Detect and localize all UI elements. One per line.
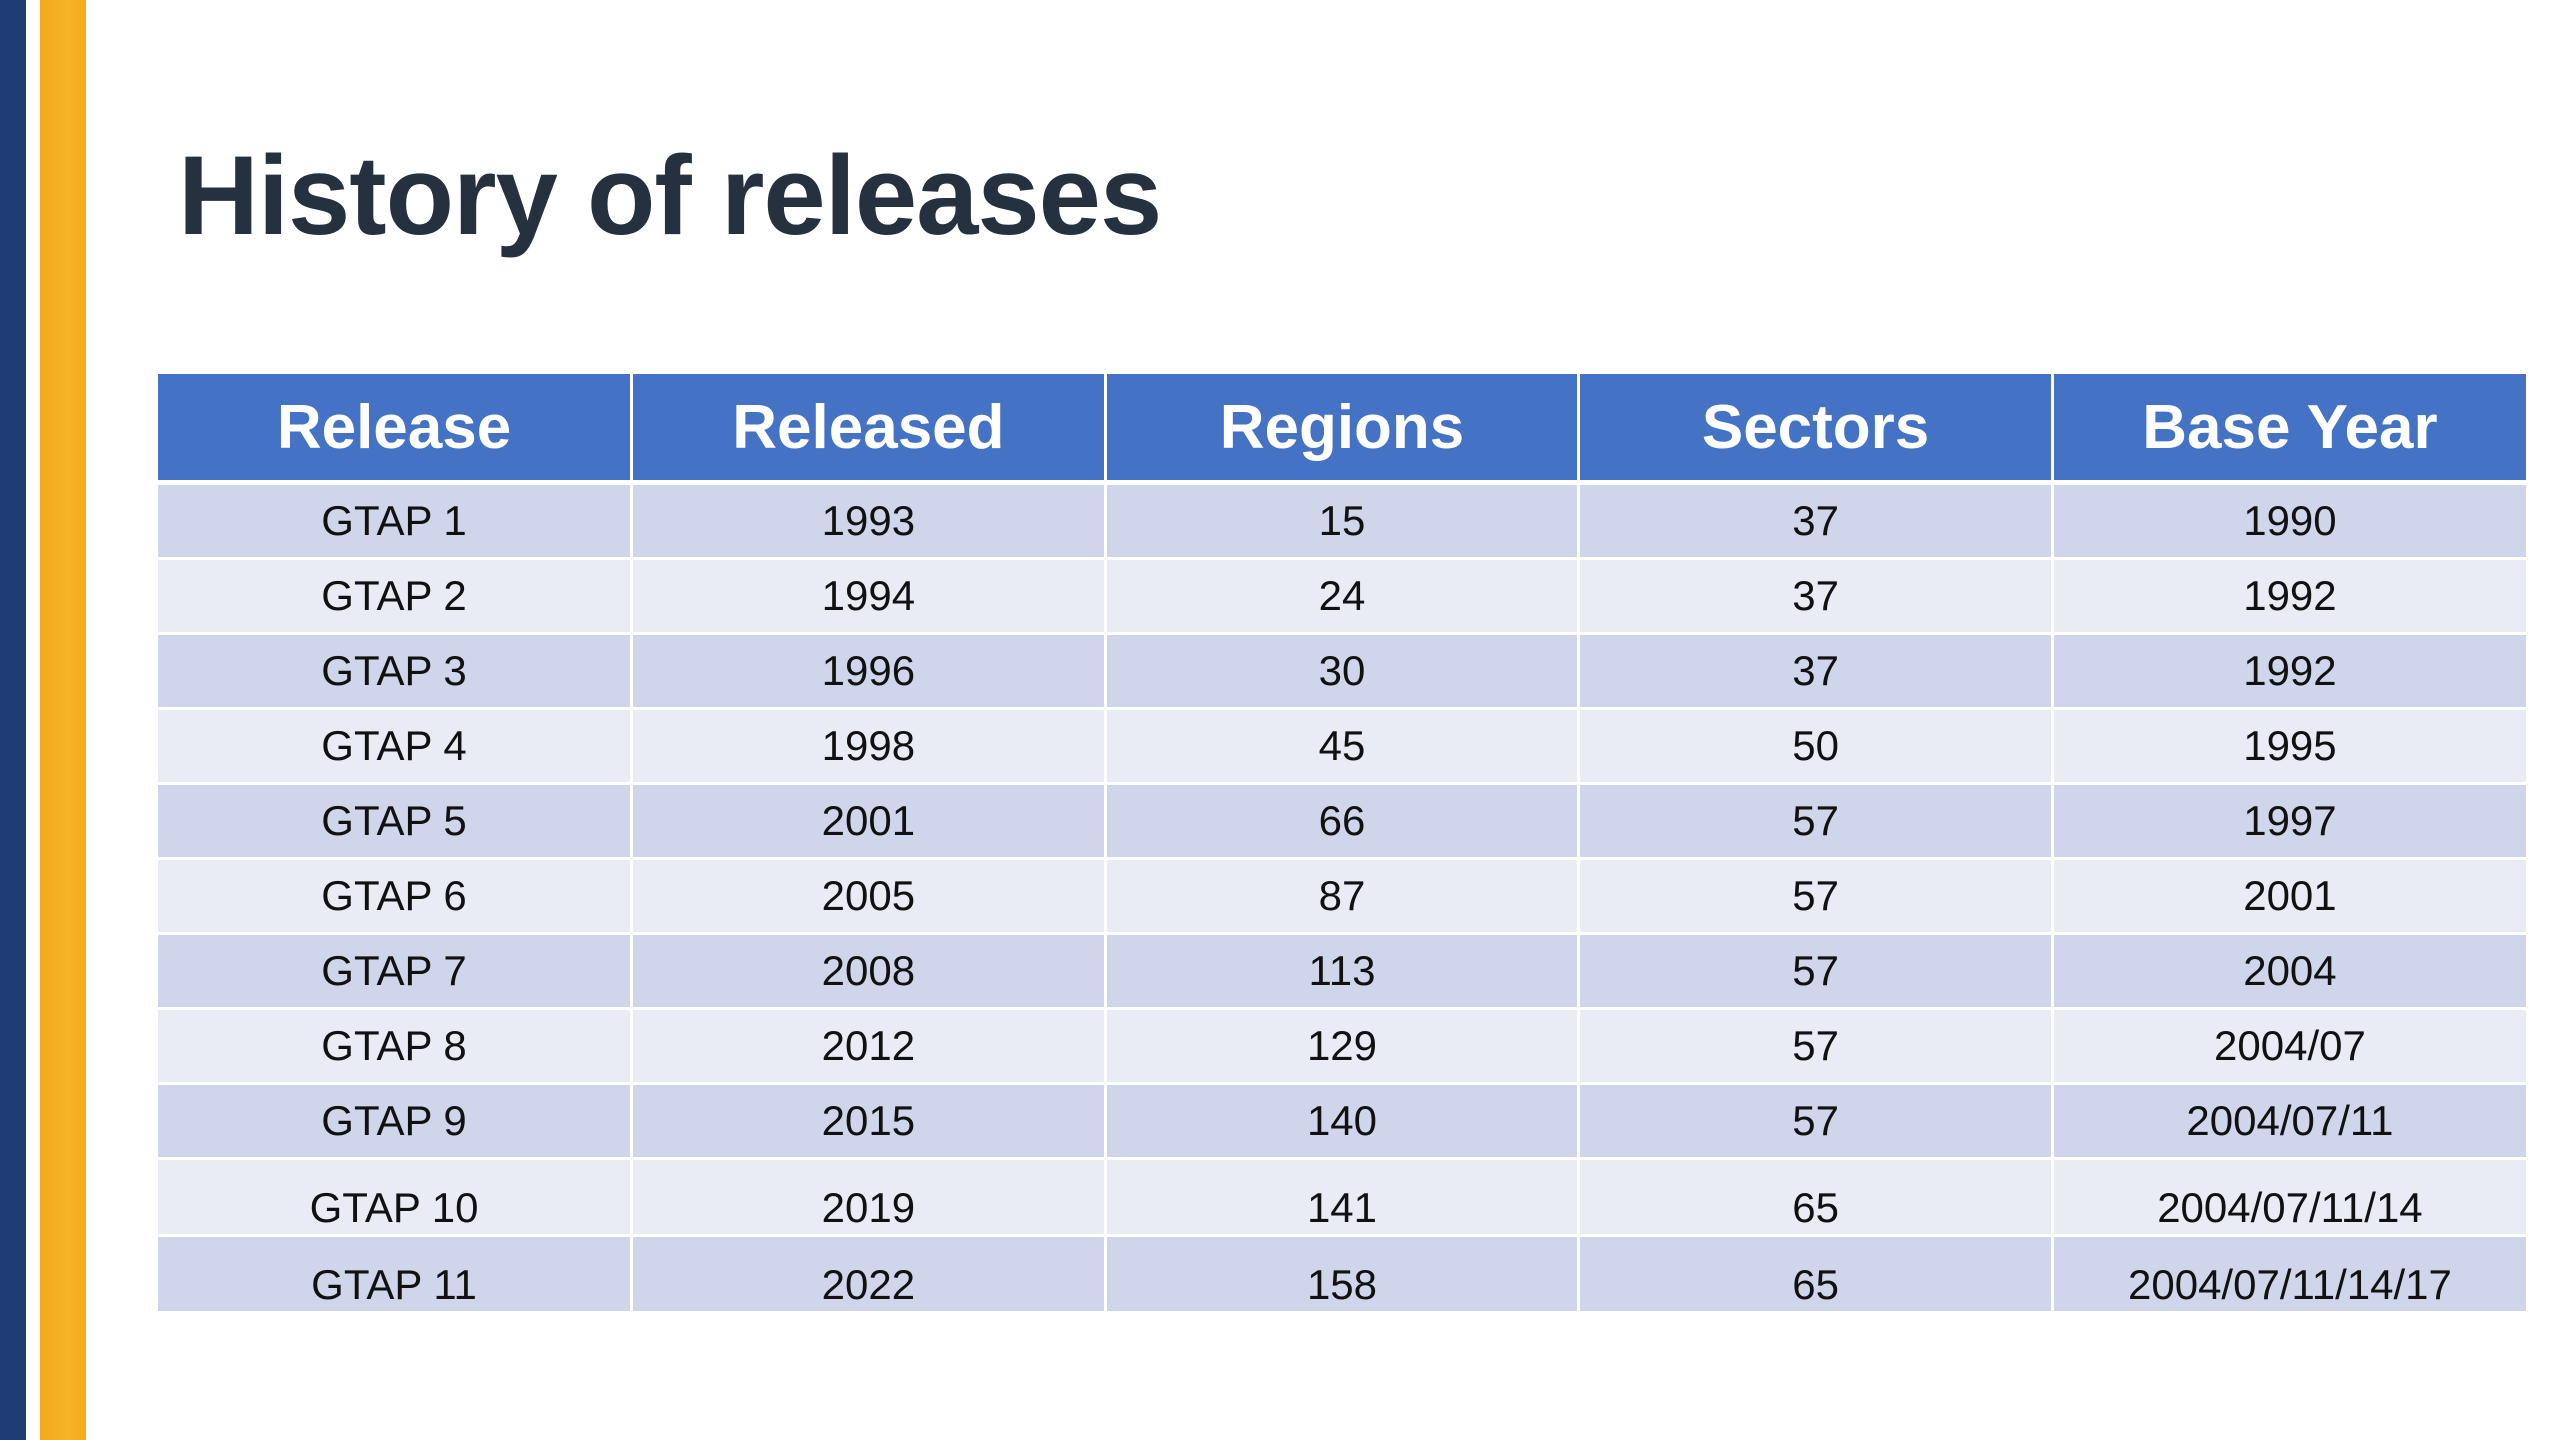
column-header-sectors: Sectors (1577, 374, 2054, 485)
cell-regions: 87 (1103, 858, 1581, 935)
column-header-regions: Regions (1103, 374, 1581, 485)
cell-base-year: 2004 (2050, 933, 2526, 1010)
cell-base-year: 2004/07/11/14/17 (2050, 1235, 2526, 1311)
cell-released: 2015 (630, 1083, 1107, 1160)
cell-regions: 66 (1103, 783, 1581, 860)
cell-sectors: 57 (1577, 1083, 2054, 1160)
cell-release: GTAP 2 (158, 558, 634, 635)
table-row: GTAP 9 2015 140 57 2004/07/11 (158, 1083, 2526, 1160)
cell-sectors: 57 (1577, 1008, 2054, 1085)
column-header-released: Released (630, 374, 1107, 485)
cell-sectors: 57 (1577, 783, 2054, 860)
table-row: GTAP 11 2022 158 65 2004/07/11/14/17 (158, 1235, 2526, 1311)
table-row: GTAP 4 1998 45 50 1995 (158, 708, 2526, 785)
cell-regions: 140 (1103, 1083, 1581, 1160)
cell-released: 2012 (630, 1008, 1107, 1085)
cell-released: 2005 (630, 858, 1107, 935)
cell-base-year: 1995 (2050, 708, 2526, 785)
table-header: Release Released Regions Sectors Base Ye… (158, 374, 2526, 485)
cell-sectors: 37 (1577, 482, 2054, 560)
accent-bar-navy (0, 0, 26, 1440)
cell-release: GTAP 1 (158, 482, 634, 560)
cell-released: 1996 (630, 633, 1107, 710)
table-row: GTAP 10 2019 141 65 2004/07/11/14 (158, 1158, 2526, 1237)
cell-sectors: 37 (1577, 558, 2054, 635)
cell-release: GTAP 6 (158, 858, 634, 935)
releases-table: Release Released Regions Sectors Base Ye… (158, 374, 2526, 1311)
cell-release: GTAP 9 (158, 1083, 634, 1160)
cell-base-year: 2004/07/11 (2050, 1083, 2526, 1160)
cell-release: GTAP 10 (158, 1158, 634, 1237)
table-row: GTAP 7 2008 113 57 2004 (158, 933, 2526, 1010)
cell-regions: 129 (1103, 1008, 1581, 1085)
column-header-release: Release (158, 374, 634, 485)
cell-sectors: 65 (1577, 1158, 2054, 1237)
cell-released: 2001 (630, 783, 1107, 860)
column-header-base-year: Base Year (2050, 374, 2526, 485)
cell-base-year: 1990 (2050, 482, 2526, 560)
cell-released: 2022 (630, 1235, 1107, 1311)
accent-bar-gold (40, 0, 86, 1440)
table-body: GTAP 1 1993 15 37 1990 GTAP 2 1994 24 37… (158, 482, 2526, 1311)
cell-base-year: 2004/07/11/14 (2050, 1158, 2526, 1237)
cell-released: 2008 (630, 933, 1107, 1010)
cell-regions: 15 (1103, 482, 1581, 560)
cell-released: 1993 (630, 482, 1107, 560)
cell-released: 1994 (630, 558, 1107, 635)
cell-released: 2019 (630, 1158, 1107, 1237)
table-row: GTAP 2 1994 24 37 1992 (158, 558, 2526, 635)
table-row: GTAP 8 2012 129 57 2004/07 (158, 1008, 2526, 1085)
cell-release: GTAP 4 (158, 708, 634, 785)
cell-regions: 45 (1103, 708, 1581, 785)
table-row: GTAP 1 1993 15 37 1990 (158, 482, 2526, 560)
table-row: GTAP 6 2005 87 57 2001 (158, 858, 2526, 935)
cell-release: GTAP 3 (158, 633, 634, 710)
cell-sectors: 57 (1577, 858, 2054, 935)
cell-base-year: 1992 (2050, 558, 2526, 635)
cell-release: GTAP 11 (158, 1235, 634, 1311)
cell-sectors: 50 (1577, 708, 2054, 785)
header-row: Release Released Regions Sectors Base Ye… (158, 374, 2526, 485)
table-row: GTAP 3 1996 30 37 1992 (158, 633, 2526, 710)
cell-base-year: 1992 (2050, 633, 2526, 710)
cell-regions: 24 (1103, 558, 1581, 635)
table-row: GTAP 5 2001 66 57 1997 (158, 783, 2526, 860)
cell-regions: 113 (1103, 933, 1581, 1010)
cell-base-year: 1997 (2050, 783, 2526, 860)
cell-sectors: 37 (1577, 633, 2054, 710)
cell-sectors: 65 (1577, 1235, 2054, 1311)
cell-release: GTAP 7 (158, 933, 634, 1010)
cell-base-year: 2004/07 (2050, 1008, 2526, 1085)
cell-released: 1998 (630, 708, 1107, 785)
cell-regions: 158 (1103, 1235, 1581, 1311)
cell-sectors: 57 (1577, 933, 2054, 1010)
cell-base-year: 2001 (2050, 858, 2526, 935)
cell-regions: 141 (1103, 1158, 1581, 1237)
cell-release: GTAP 8 (158, 1008, 634, 1085)
cell-regions: 30 (1103, 633, 1581, 710)
cell-release: GTAP 5 (158, 783, 634, 860)
page-title: History of releases (178, 133, 1162, 258)
